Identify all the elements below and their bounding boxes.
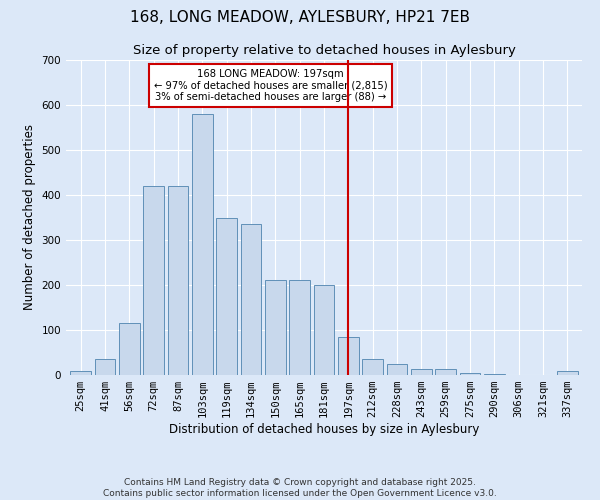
Bar <box>484 374 505 375</box>
Bar <box>460 373 481 375</box>
Bar <box>557 372 578 375</box>
Bar <box>167 186 188 375</box>
Text: Contains HM Land Registry data © Crown copyright and database right 2025.
Contai: Contains HM Land Registry data © Crown c… <box>103 478 497 498</box>
X-axis label: Distribution of detached houses by size in Aylesbury: Distribution of detached houses by size … <box>169 423 479 436</box>
Bar <box>265 280 286 375</box>
Text: 168, LONG MEADOW, AYLESBURY, HP21 7EB: 168, LONG MEADOW, AYLESBURY, HP21 7EB <box>130 10 470 25</box>
Bar <box>119 324 140 375</box>
Bar <box>362 359 383 375</box>
Bar <box>216 218 237 375</box>
Y-axis label: Number of detached properties: Number of detached properties <box>23 124 36 310</box>
Bar <box>289 280 310 375</box>
Bar <box>436 369 456 375</box>
Bar <box>411 369 432 375</box>
Text: 168 LONG MEADOW: 197sqm
← 97% of detached houses are smaller (2,815)
3% of semi-: 168 LONG MEADOW: 197sqm ← 97% of detache… <box>154 69 387 102</box>
Bar <box>386 364 407 375</box>
Bar <box>241 224 262 375</box>
Bar <box>70 372 91 375</box>
Bar <box>95 359 115 375</box>
Bar <box>338 337 359 375</box>
Bar <box>143 186 164 375</box>
Bar <box>314 285 334 375</box>
Bar <box>192 114 212 375</box>
Title: Size of property relative to detached houses in Aylesbury: Size of property relative to detached ho… <box>133 44 515 58</box>
